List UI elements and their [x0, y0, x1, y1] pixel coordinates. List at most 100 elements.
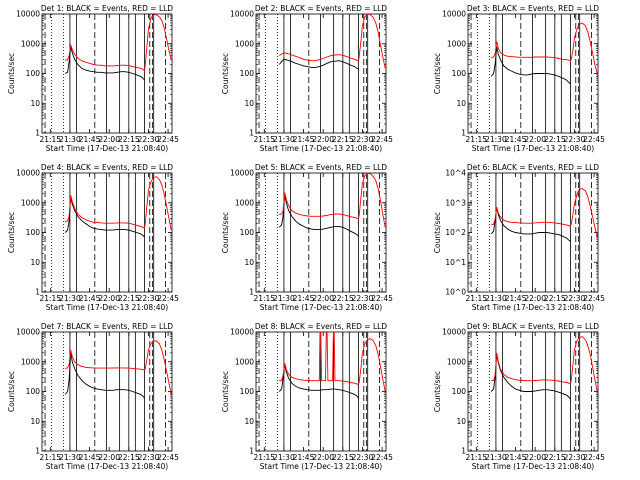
y-tick-label: 10 [30, 99, 40, 108]
x-tick-label: 22:30 [138, 135, 160, 144]
panel-title: Det 9: BLACK = Events, RED = LLD [467, 322, 599, 331]
lld-series-line [65, 14, 172, 73]
y-tick-label: 10^1 [445, 258, 466, 267]
panel-title: Det 3: BLACK = Events, RED = LLD [467, 4, 599, 13]
events-series-line [64, 46, 145, 81]
x-tick-label: 21:15 [465, 135, 487, 144]
events-series-line [278, 195, 359, 237]
y-tick-label: 100 [240, 387, 255, 396]
x-tick-label: 22:00 [312, 294, 334, 303]
x-tick-label: 22:00 [98, 294, 120, 303]
lld-series-line [491, 188, 598, 238]
panel-det-4: Det 4: BLACK = Events, RED = LLD 1 10 100 10… [7, 163, 179, 312]
panel-det-7: Det 7: BLACK = Events, RED = LLD 1 10 100 10… [7, 322, 179, 471]
x-tick-label: 21:15 [253, 294, 275, 303]
x-tick-label: 22:45 [157, 135, 179, 144]
x-tick-label: 22:15 [118, 135, 140, 144]
y-tick-label: 1000 [21, 357, 40, 366]
events-series-line [278, 364, 359, 399]
panel-title: Det 2: BLACK = Events, RED = LLD [255, 4, 387, 13]
panel-det-5: Det 5: BLACK = Events, RED = LLD 1 10 100 10… [221, 163, 393, 312]
x-tick-label: 22:30 [564, 135, 586, 144]
y-tick-label: 10000 [230, 328, 254, 337]
x-tick-label: 22:15 [544, 294, 566, 303]
lld-series-line [279, 173, 386, 228]
y-tick-label: 1000 [21, 39, 40, 48]
y-tick-label: 10 [456, 99, 466, 108]
panel-det-1: Det 1: BLACK = Events, RED = LLD 1 10 100 10… [7, 4, 179, 153]
lld-series-line [65, 176, 172, 231]
x-tick-label: 22:15 [118, 294, 140, 303]
x-tick-label: 22:45 [157, 453, 179, 462]
y-axis-label: Counts/sec [221, 371, 230, 412]
y-axis-label: Counts/sec [7, 53, 16, 94]
x-tick-label: 21:45 [505, 135, 527, 144]
x-tick-label: 22:45 [157, 294, 179, 303]
y-tick-label: 1 [249, 447, 254, 456]
panel-title: Det 5: BLACK = Events, RED = LLD [255, 163, 387, 172]
x-tick-label: 21:30 [273, 294, 295, 303]
y-axis-label: Counts/sec [433, 371, 442, 412]
x-tick-label: 21:30 [59, 453, 81, 462]
y-tick-label: 10 [244, 417, 254, 426]
y-tick-label: 1 [461, 129, 466, 138]
x-axis-label: Start Time (17-Dec-13 21:08:40) [260, 462, 382, 471]
y-tick-label: 10 [244, 258, 254, 267]
events-series-line [490, 207, 571, 242]
x-axis-label: Start Time (17-Dec-13 21:08:40) [472, 144, 594, 153]
y-tick-label: 10 [30, 417, 40, 426]
lld-series-line [279, 332, 386, 392]
x-tick-label: 21:15 [39, 135, 61, 144]
x-tick-label: 21:30 [485, 294, 507, 303]
x-tick-label: 22:00 [524, 453, 546, 462]
x-tick-label: 22:15 [118, 453, 140, 462]
y-tick-label: 100 [26, 228, 41, 237]
events-series-line [490, 46, 571, 85]
y-tick-label: 10000 [442, 328, 466, 337]
x-tick-label: 21:15 [253, 453, 275, 462]
x-tick-label: 22:45 [583, 453, 605, 462]
y-tick-label: 10 [456, 417, 466, 426]
y-tick-label: 1000 [235, 39, 254, 48]
y-axis-label: Counts/sec [221, 212, 230, 253]
x-tick-label: 21:45 [505, 294, 527, 303]
x-tick-label: 21:45 [79, 453, 101, 462]
x-tick-label: 22:15 [332, 135, 354, 144]
y-axis-label: Counts/sec [221, 53, 230, 94]
y-tick-label: 1 [249, 129, 254, 138]
y-tick-label: 10^4 [445, 169, 466, 178]
x-tick-label: 22:00 [524, 135, 546, 144]
y-tick-label: 100 [452, 387, 467, 396]
x-tick-label: 21:30 [273, 135, 295, 144]
x-tick-label: 22:00 [98, 453, 120, 462]
y-tick-label: 100 [452, 69, 467, 78]
y-tick-label: 10000 [230, 169, 254, 178]
lld-series-line [491, 336, 598, 392]
x-tick-label: 22:30 [352, 294, 374, 303]
panel-title: Det 6: BLACK = Events, RED = LLD [467, 163, 599, 172]
panel-det-9: Det 9: BLACK = Events, RED = LLD 1 10 100 10… [433, 322, 605, 471]
y-tick-label: 1 [461, 447, 466, 456]
x-tick-label: 22:45 [371, 294, 393, 303]
y-tick-label: 10000 [16, 10, 40, 19]
x-tick-label: 21:45 [293, 294, 315, 303]
y-tick-label: 1000 [447, 39, 466, 48]
y-axis-label: Counts/sec [433, 53, 442, 94]
panel-det-2: Det 2: BLACK = Events, RED = LLD 1 10 100 10… [221, 4, 393, 153]
x-axis-label: Start Time (17-Dec-13 21:08:40) [46, 303, 168, 312]
events-series-line [490, 354, 571, 400]
x-tick-label: 22:00 [98, 135, 120, 144]
panel-title: Det 1: BLACK = Events, RED = LLD [41, 4, 173, 13]
y-tick-label: 10000 [442, 10, 466, 19]
panel-det-6: Det 6: BLACK = Events, RED = LLD 10^0 10^1… [433, 163, 605, 312]
x-tick-label: 21:15 [465, 453, 487, 462]
y-axis-label: Counts/sec [7, 371, 16, 412]
y-tick-label: 10^2 [445, 228, 466, 237]
x-tick-label: 21:45 [79, 135, 101, 144]
y-tick-label: 1000 [235, 357, 254, 366]
y-tick-label: 10^0 [445, 288, 466, 297]
y-tick-label: 10000 [230, 10, 254, 19]
y-tick-label: 10 [244, 99, 254, 108]
x-tick-label: 22:15 [544, 135, 566, 144]
